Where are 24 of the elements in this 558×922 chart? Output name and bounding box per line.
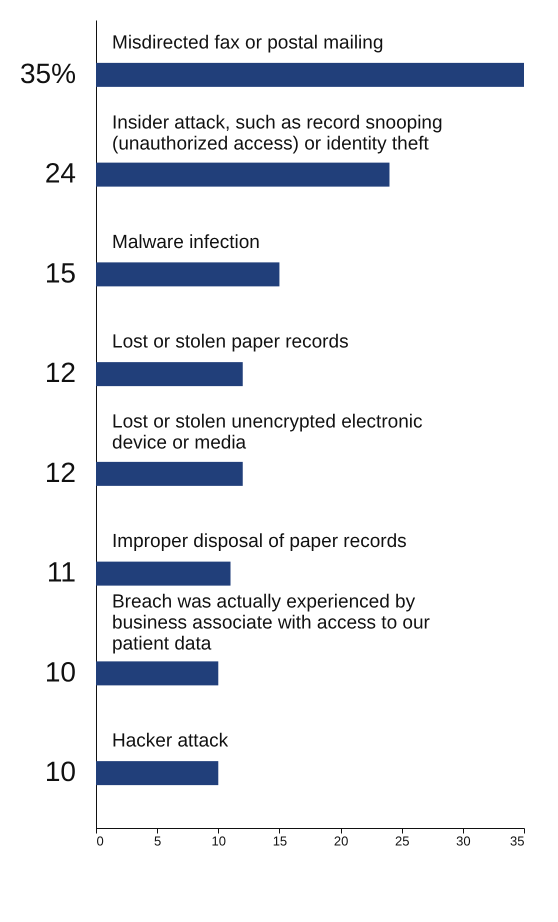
x-tick-label: 30	[456, 834, 471, 848]
data-label: 10	[44, 756, 76, 788]
x-tick-label: 10	[212, 834, 226, 848]
x-tick-label: 5	[154, 834, 162, 848]
y-tick-label: Hacker attack	[112, 730, 229, 752]
data-label: 24	[44, 158, 76, 189]
y-tick-label: Improper disposal of paper records	[112, 531, 407, 552]
x-tick-label: 25	[394, 834, 410, 848]
x-tick-label: 20	[334, 834, 348, 848]
y-tick-label: Lost or stolen paper records	[112, 332, 349, 353]
y-tick-label: Malware infection	[112, 232, 260, 253]
y-tick-label: Insider attack, such as record snooping (unauthorized access) or identity theft	[112, 112, 443, 154]
y-tick-label: Breach was actually experienced by business associate with access to our patient data	[112, 591, 431, 654]
data-label: 11	[46, 556, 76, 588]
y-tick-label: Lost or stolen unencrypted electronic device or media	[112, 412, 423, 454]
data-label: 12	[44, 456, 76, 488]
x-tick-label: 35	[510, 834, 524, 848]
x-tick-label: 15	[272, 834, 288, 848]
data-label: 35%	[20, 58, 76, 89]
x-tick-label: 0	[96, 834, 104, 848]
y-tick-label: Misdirected fax or postal mailing	[112, 32, 384, 54]
data-label: 10	[44, 656, 76, 688]
data-label: 12	[44, 357, 76, 388]
data-label: 15	[44, 257, 76, 288]
